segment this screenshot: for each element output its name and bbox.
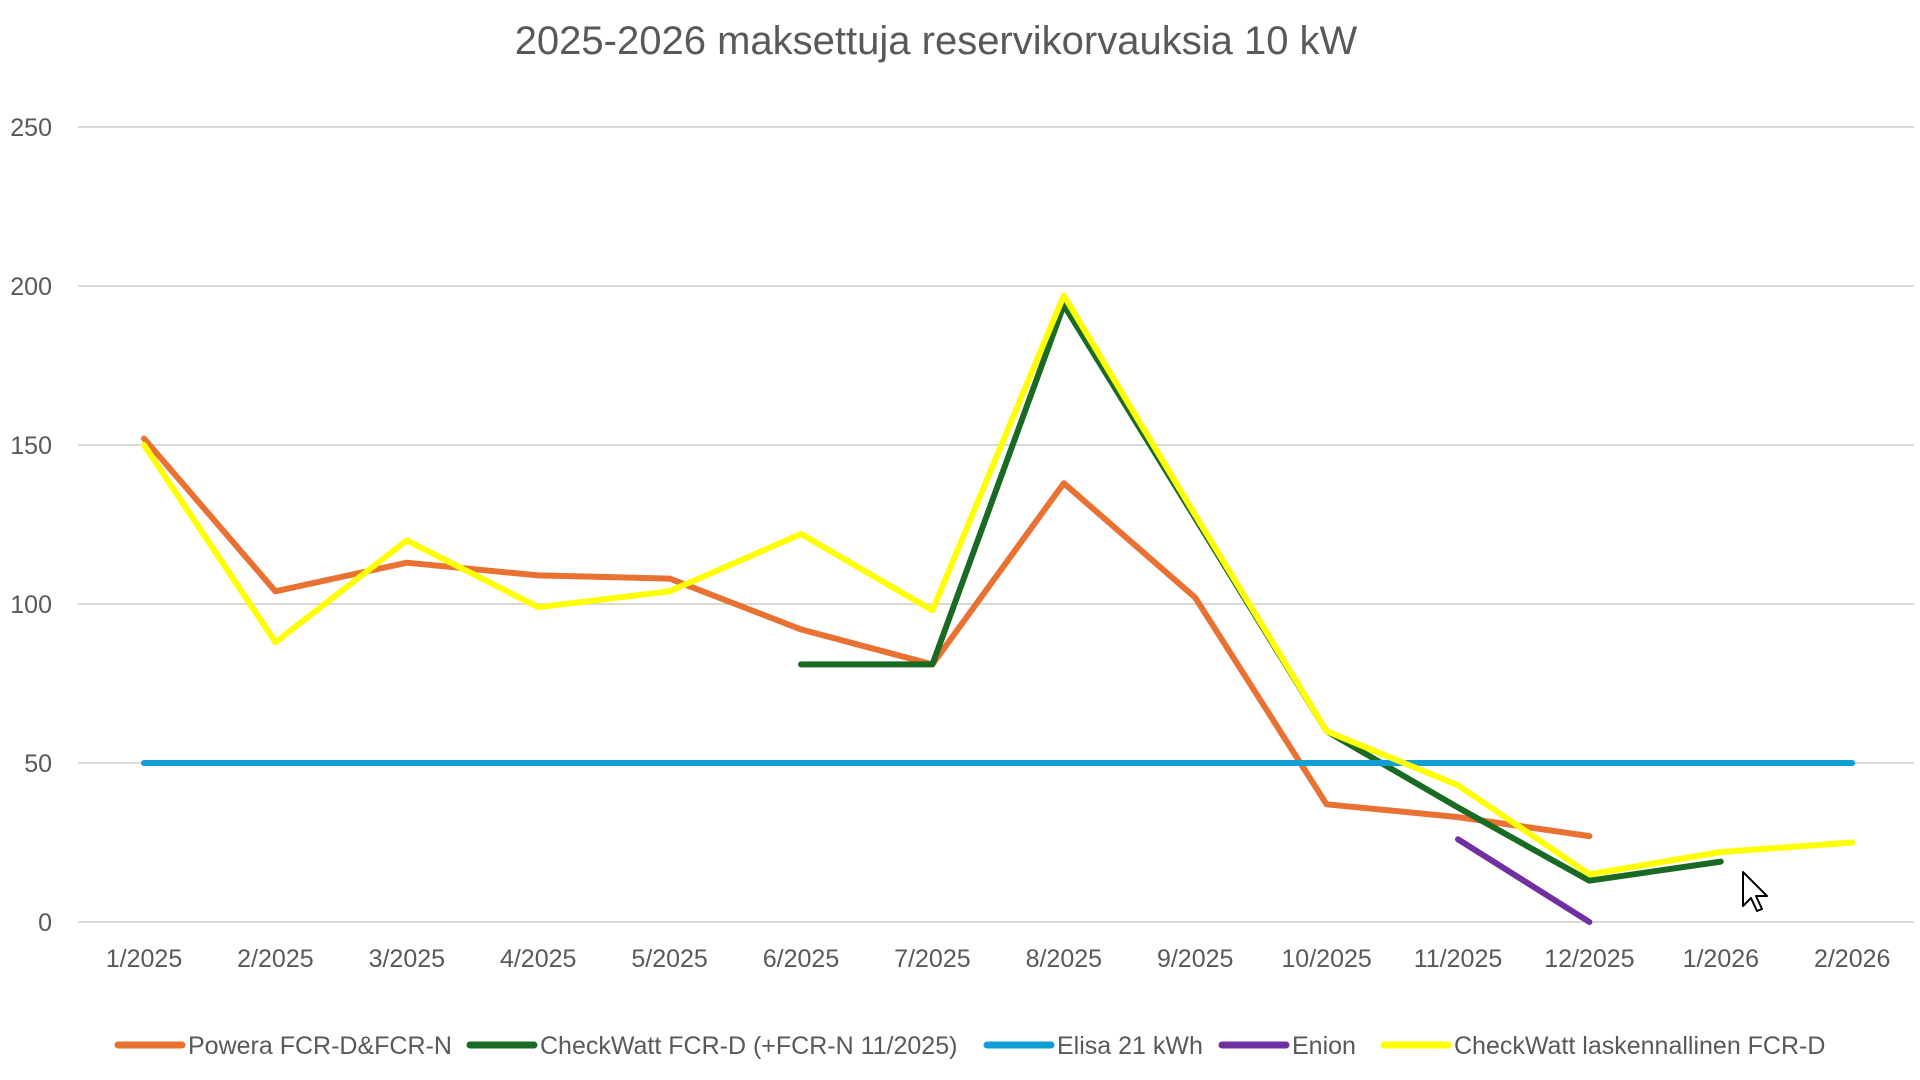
chart-title: 2025-2026 maksettuja reservikorvauksia 1…: [515, 19, 1358, 63]
gridlines: [78, 126, 1914, 923]
series-line: [141, 435, 1593, 840]
legend-label: CheckWatt laskennallinen FCR-D: [1454, 1032, 1825, 1060]
x-tick-label: 8/2025: [1026, 945, 1102, 973]
legend-label: Elisa 21 kWh: [1057, 1032, 1203, 1060]
y-tick-label: 200: [10, 273, 52, 301]
series-lines: [141, 292, 1856, 925]
x-tick-label: 10/2025: [1281, 945, 1371, 973]
series-0: [141, 435, 1593, 840]
x-tick-label: 9/2025: [1157, 945, 1233, 973]
x-tick-label: 1/2026: [1683, 945, 1759, 973]
mouse-cursor-icon: [1742, 871, 1768, 912]
x-tick-label: 2/2025: [237, 945, 313, 973]
x-tick-label: 3/2025: [369, 945, 445, 973]
x-tick-label: 6/2025: [763, 945, 839, 973]
legend-label: Powera FCR-D&FCR-N: [188, 1032, 452, 1060]
series-3: [1455, 836, 1593, 925]
series-4: [141, 292, 1856, 878]
y-axis-ticks: 0 50 100 150 200 250: [10, 114, 52, 937]
legend: Powera FCR-D&FCR-N CheckWatt FCR-D (+FCR-…: [114, 1032, 1825, 1060]
y-tick-label: 250: [10, 114, 52, 142]
legend-label: CheckWatt FCR-D (+FCR-N 11/2025): [540, 1032, 957, 1060]
x-tick-label: 11/2025: [1414, 945, 1503, 973]
x-tick-label: 12/2025: [1544, 945, 1634, 973]
x-axis-ticks: 1/2025 2/2025 3/2025 4/2025 5/2025 6/2025 7/20…: [106, 945, 1891, 973]
legend-label: Enion: [1292, 1032, 1356, 1060]
y-tick-label: 100: [10, 591, 52, 619]
y-tick-label: 150: [10, 432, 52, 460]
x-tick-label: 4/2025: [500, 945, 576, 973]
series-line: [141, 292, 1856, 878]
series-line: [1455, 836, 1593, 925]
y-tick-label: 0: [38, 909, 52, 937]
y-tick-label: 50: [24, 750, 52, 778]
x-tick-label: 5/2025: [631, 945, 707, 973]
x-tick-label: 7/2025: [894, 945, 970, 973]
x-tick-label: 2/2026: [1814, 945, 1890, 973]
x-tick-label: 1/2025: [106, 945, 182, 973]
